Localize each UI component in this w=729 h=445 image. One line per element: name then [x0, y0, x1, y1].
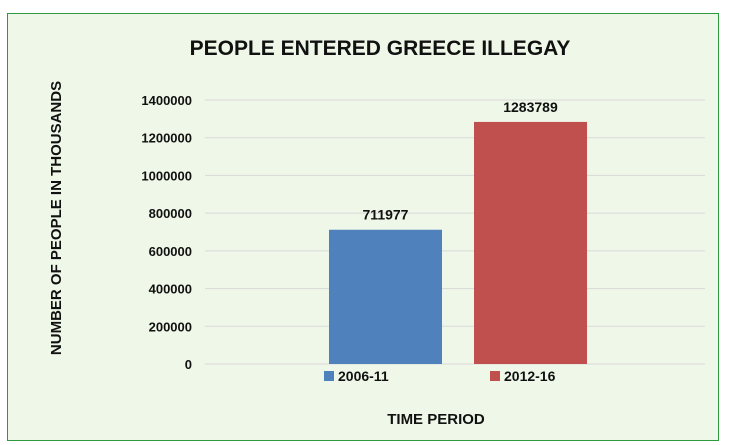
x-axis-title: TIME PERIOD — [387, 411, 485, 428]
y-tick-label: 1400000 — [141, 93, 192, 108]
bar-2012-16 — [474, 121, 587, 364]
legend-label: 2012-16 — [504, 368, 556, 384]
y-tick-label: 1200000 — [141, 131, 192, 146]
chart-title: PEOPLE ENTERED GREECE ILLEGAY — [190, 37, 571, 60]
y-tick-label: 800000 — [149, 206, 192, 221]
gridlines — [205, 99, 705, 365]
y-tick-label: 0 — [185, 357, 192, 372]
y-tick-label: 600000 — [149, 244, 192, 259]
y-axis-ticks: 0 200000 400000 600000 800000 1000000 1200000 1… — [141, 93, 192, 372]
y-tick-label: 1000000 — [141, 168, 192, 183]
legend-label: 2006-11 — [338, 368, 389, 384]
y-tick-label: 200000 — [149, 319, 192, 334]
chart-frame — [7, 13, 719, 441]
y-tick-label: 400000 — [149, 282, 192, 297]
data-label: 1283789 — [503, 99, 558, 115]
y-axis-title: NUMBER OF PEOPLE IN THOUSANDS — [48, 81, 65, 355]
legend-swatch — [324, 371, 334, 381]
bars — [329, 121, 587, 364]
legend-swatch — [490, 371, 500, 381]
bar-2006-11 — [329, 229, 442, 364]
data-label: 711977 — [363, 207, 409, 223]
data-labels: 711977 1283789 — [363, 99, 558, 223]
legend: 2006-11 2012-16 — [324, 368, 556, 384]
